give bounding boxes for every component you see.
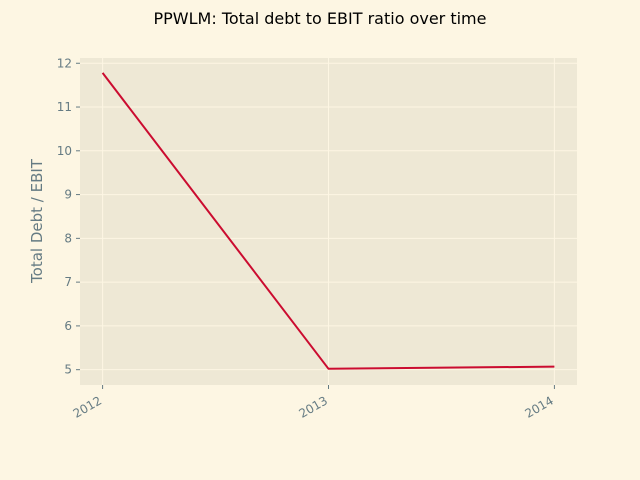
y-tick-label: 8 — [64, 231, 72, 245]
y-tick-label: 10 — [57, 144, 72, 158]
series-line — [101, 72, 555, 370]
y-tick-label: 5 — [64, 363, 72, 377]
chart-title: PPWLM: Total debt to EBIT ratio over tim… — [154, 9, 487, 28]
series-layer — [101, 72, 555, 370]
y-axis-label: Total Debt / EBIT — [28, 158, 46, 284]
y-tick-label: 9 — [64, 188, 72, 202]
y-tick-label: 7 — [64, 275, 72, 289]
y-tick-label: 12 — [57, 56, 72, 70]
y-tick-label: 6 — [64, 319, 72, 333]
y-tick-label: 11 — [57, 100, 72, 114]
y-axis: 5 6 7 8 9 10 11 12 — [57, 56, 80, 377]
